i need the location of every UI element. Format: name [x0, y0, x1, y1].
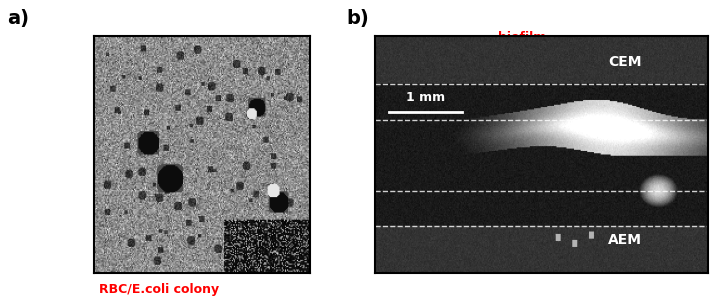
Text: E.: E.	[204, 68, 222, 81]
Text: biofilm: biofilm	[498, 32, 547, 44]
Text: E.: E.	[174, 69, 236, 112]
Text: RBC: RBC	[195, 130, 223, 143]
Text: a): a)	[7, 9, 29, 28]
Text: 1 mm: 1 mm	[406, 91, 445, 104]
Bar	[256, 260, 300, 263]
Text: AEM: AEM	[607, 233, 642, 247]
Text: RBC/E.coli colony: RBC/E.coli colony	[99, 283, 219, 296]
Text: CEM: CEM	[608, 55, 641, 69]
Text: 20 μm: 20 μm	[261, 245, 295, 255]
Bar	[256, 259, 300, 264]
Text: b): b)	[347, 9, 370, 28]
Text: coli: coli	[220, 68, 245, 81]
